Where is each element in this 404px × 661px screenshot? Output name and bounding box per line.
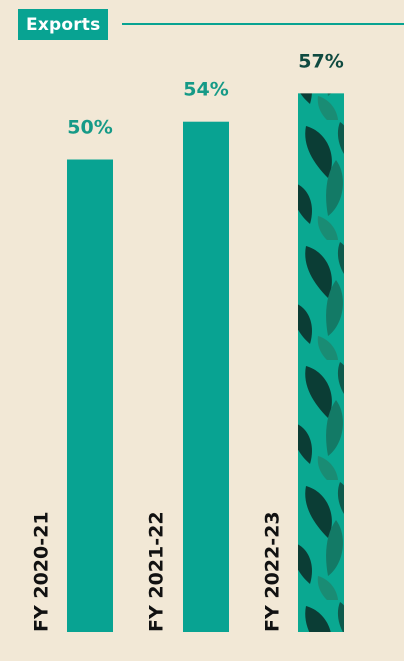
bar-fy-2021-22 (183, 121, 229, 632)
bar-fy-2022-23 (298, 93, 344, 633)
category-label: FY 2020-21 (31, 511, 53, 632)
category-label: FY 2022-23 (262, 511, 284, 632)
value-label: 57% (298, 50, 343, 72)
category-labels-group: FY 2020-21 FY 2021-22 FY 2022-23 (31, 511, 284, 632)
bar-fy-2020-21 (67, 159, 113, 632)
value-labels-group: 50% 54% 57% (67, 50, 343, 138)
value-label: 54% (183, 79, 228, 101)
value-label: 50% (67, 117, 112, 139)
chart-title: Exports (18, 9, 109, 40)
chart-header: Exports (18, 9, 404, 41)
bars-group (67, 93, 344, 633)
category-label: FY 2021-22 (146, 511, 168, 632)
title-rule (122, 23, 404, 25)
